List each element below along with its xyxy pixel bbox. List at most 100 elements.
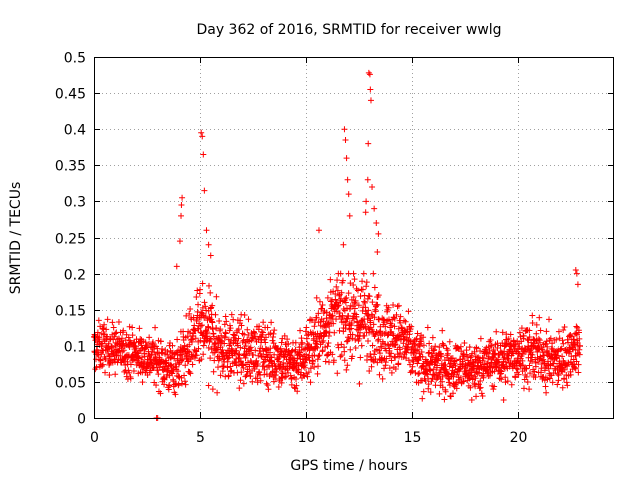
data-point (476, 385, 483, 392)
data-point (241, 312, 248, 319)
data-point (427, 389, 434, 396)
data-point (324, 294, 331, 301)
y-tick-label: 0.35 (55, 159, 86, 175)
data-point (185, 348, 192, 355)
y-tick-label: 0.3 (64, 195, 86, 211)
data-point (278, 379, 285, 386)
data-point (303, 324, 310, 331)
data-point (363, 279, 370, 286)
data-point (315, 363, 322, 370)
data-point (299, 339, 306, 346)
data-point (151, 349, 158, 356)
data-point (469, 359, 476, 366)
data-point (392, 366, 399, 373)
data-point (543, 328, 550, 335)
data-point (275, 383, 282, 390)
data-point (424, 371, 431, 378)
data-point (271, 351, 278, 358)
data-point (201, 299, 208, 306)
data-point (213, 325, 220, 332)
data-point (137, 335, 144, 342)
data-point (500, 396, 507, 403)
data-point (102, 355, 109, 362)
data-point (362, 209, 369, 216)
data-point (302, 328, 309, 335)
data-point (559, 384, 566, 391)
data-point (205, 282, 212, 289)
data-point (382, 359, 389, 366)
data-point (337, 270, 344, 277)
data-point (262, 339, 269, 346)
data-point (378, 354, 385, 361)
data-point (554, 370, 561, 377)
data-point (366, 293, 373, 300)
data-point (332, 291, 339, 298)
data-point (314, 344, 321, 351)
data-point (537, 339, 544, 346)
data-point (507, 331, 514, 338)
data-point (529, 358, 536, 365)
data-point (558, 345, 565, 352)
data-point (508, 381, 515, 388)
data-point (343, 294, 350, 301)
data-point (575, 361, 582, 368)
data-point (560, 340, 567, 347)
data-point (194, 287, 201, 294)
data-point (366, 71, 373, 78)
data-point (524, 379, 531, 386)
data-point (266, 363, 273, 370)
data-point (233, 347, 240, 354)
data-point (576, 335, 583, 342)
data-point (238, 322, 245, 329)
data-point (555, 328, 562, 335)
data-point (111, 358, 118, 365)
data-point (225, 372, 232, 379)
data-point (337, 353, 344, 360)
data-point (447, 393, 454, 400)
data-point (236, 385, 243, 392)
data-point (341, 126, 348, 133)
data-points (91, 69, 583, 421)
data-point (263, 380, 270, 387)
data-point (268, 319, 275, 326)
data-point (262, 334, 269, 341)
data-point (402, 318, 409, 325)
data-point (267, 330, 274, 337)
data-point (520, 332, 527, 339)
data-point (259, 329, 266, 336)
data-point (352, 344, 359, 351)
data-point (453, 385, 460, 392)
data-point (515, 350, 522, 357)
data-point (138, 354, 145, 361)
data-point (207, 355, 214, 362)
data-point (264, 324, 271, 331)
data-point (326, 329, 333, 336)
data-point (257, 377, 264, 384)
data-point (311, 352, 318, 359)
data-point (228, 311, 235, 318)
data-point (410, 358, 417, 365)
data-point (514, 355, 521, 362)
data-point (94, 329, 101, 336)
data-point (215, 364, 222, 371)
data-point (536, 314, 543, 321)
data-point (334, 277, 341, 284)
data-point (453, 357, 460, 364)
data-point (344, 362, 351, 369)
data-point (95, 317, 102, 324)
data-point (526, 386, 533, 393)
data-point (313, 294, 320, 301)
data-point (409, 363, 416, 370)
data-point (352, 297, 359, 304)
data-point (292, 339, 299, 346)
data-point (319, 339, 326, 346)
data-point (495, 359, 502, 366)
data-point (203, 227, 210, 234)
data-point (489, 353, 496, 360)
data-point (318, 306, 325, 313)
data-point (330, 357, 337, 364)
data-point (350, 270, 357, 277)
data-point (314, 356, 321, 363)
data-point (505, 335, 512, 342)
data-point (475, 362, 482, 369)
